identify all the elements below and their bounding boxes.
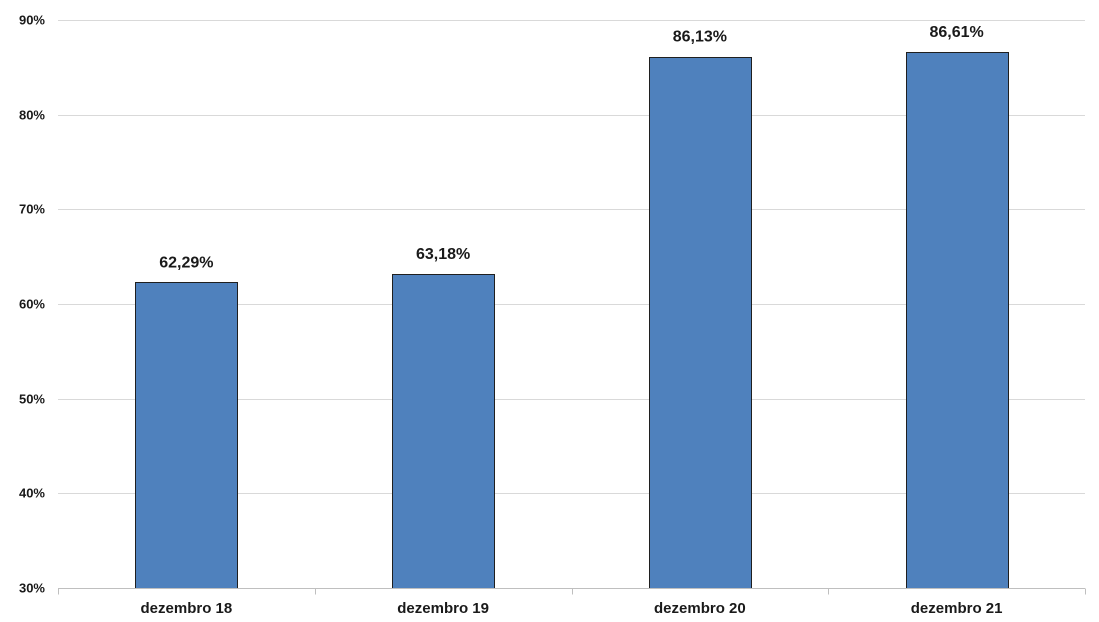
- data-label: 62,29%: [159, 254, 213, 271]
- x-tick-label: dezembro 21: [911, 600, 1003, 617]
- labels: 30% 40% 50% 60% 70% 80% 90% 62,29% dezembro 18 63…: [19, 13, 1003, 618]
- y-tick-label: 60%: [19, 297, 45, 312]
- bar-dezembro-20: [649, 57, 752, 589]
- y-tick-label: 80%: [19, 108, 45, 123]
- bars: [135, 52, 1009, 589]
- x-tick-label: dezembro 19: [397, 600, 489, 617]
- bar-dezembro-19: [392, 274, 495, 589]
- bar-dezembro-21: [906, 52, 1009, 589]
- y-tick-label: 40%: [19, 486, 45, 501]
- data-label: 86,13%: [673, 29, 727, 46]
- y-tick-label: 70%: [19, 202, 45, 217]
- y-tick-label: 90%: [19, 13, 45, 28]
- bar-dezembro-18: [135, 282, 238, 589]
- y-tick-label: 50%: [19, 392, 45, 407]
- x-tick-label: dezembro 20: [654, 600, 746, 617]
- data-label: 86,61%: [929, 24, 983, 41]
- y-tick-label: 30%: [19, 581, 45, 596]
- axes: [58, 588, 1086, 595]
- x-tick-label: dezembro 18: [141, 600, 233, 617]
- data-label: 63,18%: [416, 246, 470, 263]
